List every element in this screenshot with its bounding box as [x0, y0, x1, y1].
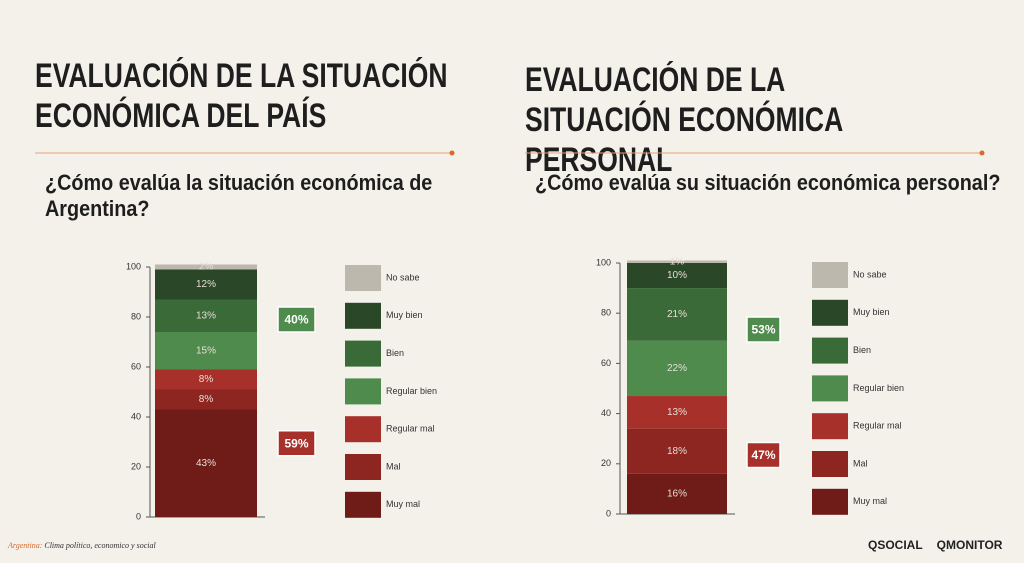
y-tick-label: 20 — [131, 461, 141, 471]
y-tick-label: 60 — [601, 358, 611, 368]
divider-dot — [449, 150, 455, 156]
summary-box — [277, 306, 316, 333]
y-tick-label: 60 — [131, 361, 141, 371]
legend-swatch — [345, 416, 381, 443]
logo: QSOCIAL — [868, 538, 923, 552]
y-tick-label: 80 — [601, 308, 611, 318]
legend-label: Mal — [853, 458, 868, 468]
value-label: 2% — [199, 262, 214, 273]
footer-text: Clima político, economico y social — [44, 541, 156, 550]
legend-label: Muy mal — [386, 499, 420, 509]
title: EVALUACIÓN DE LA SITUACIÓN ECONÓMICA PER… — [525, 61, 843, 179]
legend-swatch — [812, 337, 848, 364]
legend-swatch — [812, 299, 848, 326]
value-label: 21% — [667, 309, 687, 320]
legend-swatch — [812, 375, 848, 402]
y-tick-label: 100 — [126, 261, 141, 271]
legend-label: Mal — [386, 461, 401, 471]
footer-label: Argentina: — [8, 541, 43, 550]
logo: QMONITOR — [936, 538, 1003, 552]
bar-segment — [155, 369, 257, 390]
legend-label: Regular bien — [853, 383, 904, 393]
legend-label: Regular bien — [386, 386, 437, 396]
value-label: 22% — [667, 363, 687, 374]
summary-box — [746, 316, 781, 343]
legend-label: Muy bien — [853, 307, 890, 317]
value-label: 43% — [196, 458, 216, 469]
summary-label: 59% — [284, 436, 308, 450]
question: ¿Cómo evalúa su situación económica pers… — [535, 170, 1001, 195]
legend-swatch — [345, 454, 381, 480]
legend-label: Bien — [853, 345, 871, 355]
legend-swatch — [345, 378, 381, 405]
legend-label: Regular mal — [386, 424, 435, 434]
value-label: 8% — [199, 394, 214, 405]
bar-segment — [627, 473, 727, 514]
logos: QSOCIAL QMONITOR — [868, 538, 1002, 552]
summary-label: 40% — [284, 313, 308, 327]
legend-swatch — [345, 340, 381, 367]
summary-box — [746, 441, 781, 469]
legend-label: No sabe — [386, 272, 420, 282]
y-tick-label: 20 — [601, 458, 611, 468]
value-label: 8% — [199, 374, 214, 385]
legend-label: Muy bien — [386, 310, 423, 320]
value-label: 13% — [667, 407, 687, 418]
question: ¿Cómo evalúa la situación económica de A… — [45, 170, 433, 221]
divider-dot — [979, 150, 985, 156]
legend-swatch — [345, 491, 381, 518]
legend-swatch — [812, 451, 848, 477]
y-tick-label: 100 — [596, 257, 611, 267]
bar-segment — [627, 263, 727, 289]
legend-label: Regular mal — [853, 421, 902, 431]
value-label: 16% — [667, 489, 687, 500]
value-label: 12% — [196, 279, 216, 290]
bar-segment — [155, 299, 257, 332]
summary-label: 53% — [751, 323, 775, 337]
value-label: 10% — [667, 270, 687, 281]
y-tick-label: 80 — [131, 311, 141, 321]
bar-segment — [627, 260, 727, 263]
value-label: 13% — [196, 310, 216, 321]
y-tick-label: 0 — [606, 508, 611, 518]
bar-segment — [155, 389, 257, 410]
legend-label: Muy mal — [853, 496, 887, 506]
footer: Argentina: Clima político, economico y s… — [8, 541, 156, 550]
bar-segment — [627, 340, 727, 397]
legend-swatch — [812, 488, 848, 515]
bar-segment — [627, 428, 727, 474]
value-label: 18% — [667, 446, 687, 457]
summary-label: 47% — [751, 448, 775, 462]
bar-segment — [155, 269, 257, 300]
legend-swatch — [812, 262, 848, 288]
legend-label: No sabe — [853, 269, 887, 279]
y-tick-label: 40 — [601, 408, 611, 418]
legend-swatch — [345, 302, 381, 329]
title: EVALUACIÓN DE LA SITUACIÓN ECONÓMICA DEL… — [35, 57, 448, 135]
bar-segment — [155, 264, 257, 270]
y-tick-label: 40 — [131, 411, 141, 421]
value-label: 15% — [196, 345, 216, 356]
legend-swatch — [345, 265, 381, 291]
bar-segment — [627, 288, 727, 341]
value-label: 1% — [670, 256, 685, 267]
bar-segment — [155, 409, 257, 517]
legend-label: Bien — [386, 348, 404, 358]
y-tick-label: 0 — [136, 511, 141, 521]
summary-box — [277, 430, 316, 457]
bar-segment — [155, 332, 257, 370]
legend-swatch — [812, 413, 848, 440]
bar-segment — [627, 396, 727, 429]
